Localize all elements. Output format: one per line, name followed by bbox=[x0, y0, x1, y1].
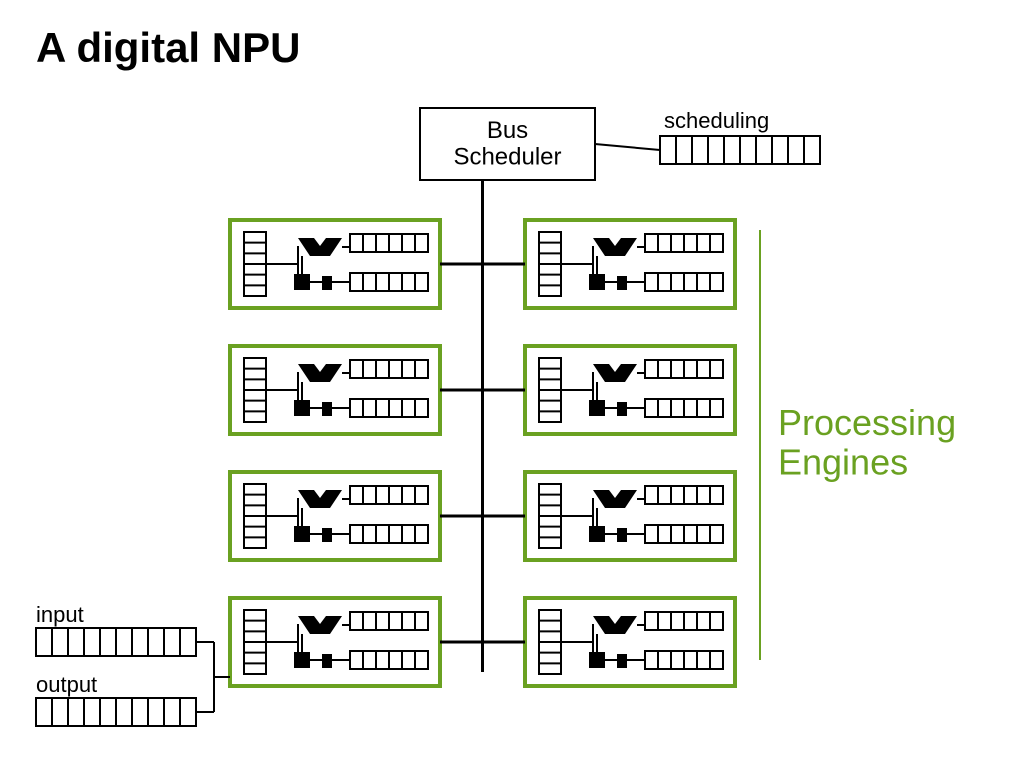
input-label: input bbox=[36, 602, 84, 627]
output-fifo bbox=[36, 698, 196, 726]
input-fifo bbox=[36, 628, 196, 656]
scheduling-label: scheduling bbox=[664, 108, 769, 133]
output-label: output bbox=[36, 672, 97, 697]
pe-right-0 bbox=[525, 220, 735, 308]
pe-right-3 bbox=[525, 598, 735, 686]
scheduling-fifo bbox=[660, 136, 820, 164]
processing-engines-label: ProcessingEngines bbox=[778, 402, 956, 483]
pe-right-2 bbox=[525, 472, 735, 560]
page-title: A digital NPU bbox=[36, 24, 300, 71]
pe-left-2 bbox=[230, 472, 440, 560]
pe-left-1 bbox=[230, 346, 440, 434]
pe-right-1 bbox=[525, 346, 735, 434]
pe-left-0 bbox=[230, 220, 440, 308]
scheduler-to-fifo-wire bbox=[595, 144, 660, 150]
pe-left-3 bbox=[230, 598, 440, 686]
